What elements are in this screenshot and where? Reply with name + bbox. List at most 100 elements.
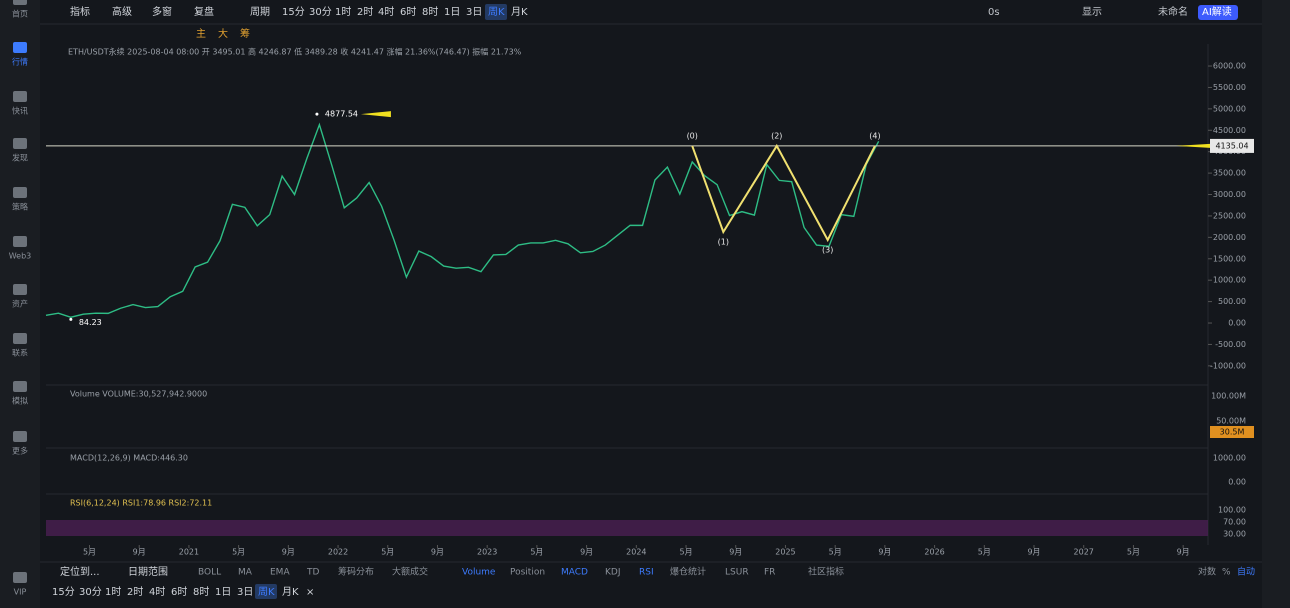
- sidebar-icon: [13, 138, 27, 149]
- bottom-period[interactable]: 2时: [127, 586, 143, 598]
- y-tick-label: -500.00: [1215, 340, 1246, 349]
- toolbar-right[interactable]: AI解读: [1202, 5, 1232, 18]
- indicator[interactable]: KDJ: [605, 568, 621, 578]
- low-label: 84.23: [79, 318, 102, 327]
- indicator[interactable]: 大额成交: [392, 566, 428, 578]
- period[interactable]: 8时: [422, 6, 438, 18]
- bottom-left[interactable]: 日期范围: [128, 565, 168, 578]
- x-tick-label: 9月: [282, 548, 295, 557]
- period[interactable]: 1时: [335, 6, 351, 18]
- period[interactable]: 4时: [378, 6, 394, 18]
- bottom-left[interactable]: 定位到...: [60, 565, 100, 578]
- sidebar-icon: [13, 431, 27, 442]
- bottom-period[interactable]: ×: [306, 587, 314, 598]
- sidebar-item[interactable]: 策略: [12, 202, 28, 212]
- x-tick-label: 2026: [924, 548, 944, 557]
- rsi-axis: 30.00: [1223, 530, 1246, 539]
- rsi-axis: 70.00: [1223, 518, 1246, 527]
- period[interactable]: 2时: [357, 6, 373, 18]
- pattern-label: (4): [869, 131, 880, 140]
- sidebar-item[interactable]: 模拟: [12, 396, 28, 406]
- sidebar-item[interactable]: 联系: [12, 348, 28, 358]
- period[interactable]: 月K: [511, 6, 528, 18]
- volume-axis: 50.00M: [1216, 417, 1246, 426]
- x-tick-label: 2023: [477, 548, 497, 557]
- sidebar-icon: [13, 333, 27, 344]
- sidebar-item[interactable]: 行情: [12, 57, 28, 67]
- draw-tool[interactable]: 主: [196, 28, 206, 40]
- period[interactable]: 30分: [309, 6, 332, 18]
- tool[interactable]: 复盘: [194, 5, 214, 18]
- x-tick-label: 9月: [729, 548, 742, 557]
- bottom-period[interactable]: 30分: [79, 586, 102, 598]
- sidebar-item[interactable]: VIP: [14, 588, 27, 597]
- sidebar-item[interactable]: 发现: [12, 153, 28, 163]
- bottom-period[interactable]: 3日: [237, 587, 253, 598]
- toolbar-right[interactable]: 显示: [1082, 6, 1102, 18]
- bottom-period[interactable]: 4时: [149, 586, 165, 598]
- indicator[interactable]: MA: [238, 568, 253, 578]
- indicator[interactable]: MACD: [561, 568, 588, 578]
- period[interactable]: 周K: [488, 6, 505, 18]
- bottom-period[interactable]: 1日: [215, 587, 231, 598]
- indicator[interactable]: 爆仓统计: [670, 566, 706, 578]
- period[interactable]: 15分: [282, 6, 305, 18]
- volume-tag: [1210, 426, 1254, 438]
- low-mark: [69, 317, 73, 321]
- x-tick-label: 5月: [679, 548, 692, 557]
- draw-tool[interactable]: 筹: [240, 27, 250, 40]
- sidebar-item[interactable]: 首页: [12, 9, 28, 19]
- bottom-period[interactable]: 1时: [105, 586, 121, 598]
- level-label: 4135.04: [1215, 141, 1248, 150]
- indicator[interactable]: Position: [510, 568, 545, 578]
- bottom-right[interactable]: 对数: [1198, 566, 1216, 578]
- macd-axis: 0.00: [1228, 478, 1246, 487]
- tool[interactable]: 指标: [70, 5, 90, 18]
- y-tick-label: 4500.00: [1213, 126, 1246, 135]
- high-mark: [315, 112, 319, 116]
- draw-tool[interactable]: 大: [218, 27, 228, 40]
- indicator[interactable]: 社区指标: [808, 566, 844, 578]
- pattern-label: (2): [771, 131, 782, 140]
- bottom-period[interactable]: 周K: [258, 586, 275, 598]
- volume-label: Volume VOLUME:30,527,942.9000: [70, 390, 207, 399]
- bottom-right[interactable]: %: [1222, 568, 1231, 578]
- arrow: [360, 111, 391, 118]
- period[interactable]: 1日: [444, 7, 460, 18]
- bottom-period[interactable]: 6时: [171, 586, 187, 598]
- sidebar-item[interactable]: 快讯: [12, 106, 28, 116]
- sidebar-icon: [13, 236, 27, 247]
- x-tick-label: 5月: [978, 548, 991, 557]
- tool[interactable]: 周期: [250, 6, 270, 18]
- indicator[interactable]: BOLL: [198, 568, 221, 578]
- bottom-period[interactable]: 8时: [193, 586, 209, 598]
- indicator[interactable]: EMA: [270, 568, 290, 578]
- tool[interactable]: 高级: [112, 5, 132, 18]
- period[interactable]: 3日: [466, 7, 482, 18]
- indicator[interactable]: RSI: [639, 568, 654, 578]
- y-tick-label: 5000.00: [1213, 104, 1246, 113]
- bottom-right[interactable]: 自动: [1237, 566, 1255, 578]
- toolbar-right[interactable]: 未命名: [1158, 5, 1188, 18]
- x-tick-label: 5月: [232, 548, 245, 557]
- indicator[interactable]: FR: [764, 568, 775, 578]
- indicator[interactable]: Volume: [462, 568, 496, 578]
- sidebar-item[interactable]: 更多: [12, 446, 28, 456]
- indicator[interactable]: 筹码分布: [338, 566, 374, 578]
- sidebar-item[interactable]: 资产: [12, 299, 28, 309]
- indicator[interactable]: TD: [306, 568, 319, 578]
- x-tick-label: 2025: [775, 548, 795, 557]
- toolbar-right[interactable]: 0s: [988, 7, 1000, 18]
- x-tick-label: 9月: [878, 548, 891, 557]
- tool[interactable]: 多窗: [152, 5, 172, 18]
- bottom-period[interactable]: 15分: [52, 586, 75, 598]
- period[interactable]: 6时: [400, 6, 416, 18]
- sidebar-item[interactable]: Web3: [9, 252, 32, 261]
- period-active: [255, 584, 277, 599]
- bottom-period[interactable]: 月K: [282, 586, 299, 598]
- macd-axis: 1000.00: [1213, 454, 1246, 463]
- rsi-band: [46, 520, 1208, 536]
- indicator[interactable]: LSUR: [725, 568, 749, 578]
- y-tick-label: 1000.00: [1213, 276, 1246, 285]
